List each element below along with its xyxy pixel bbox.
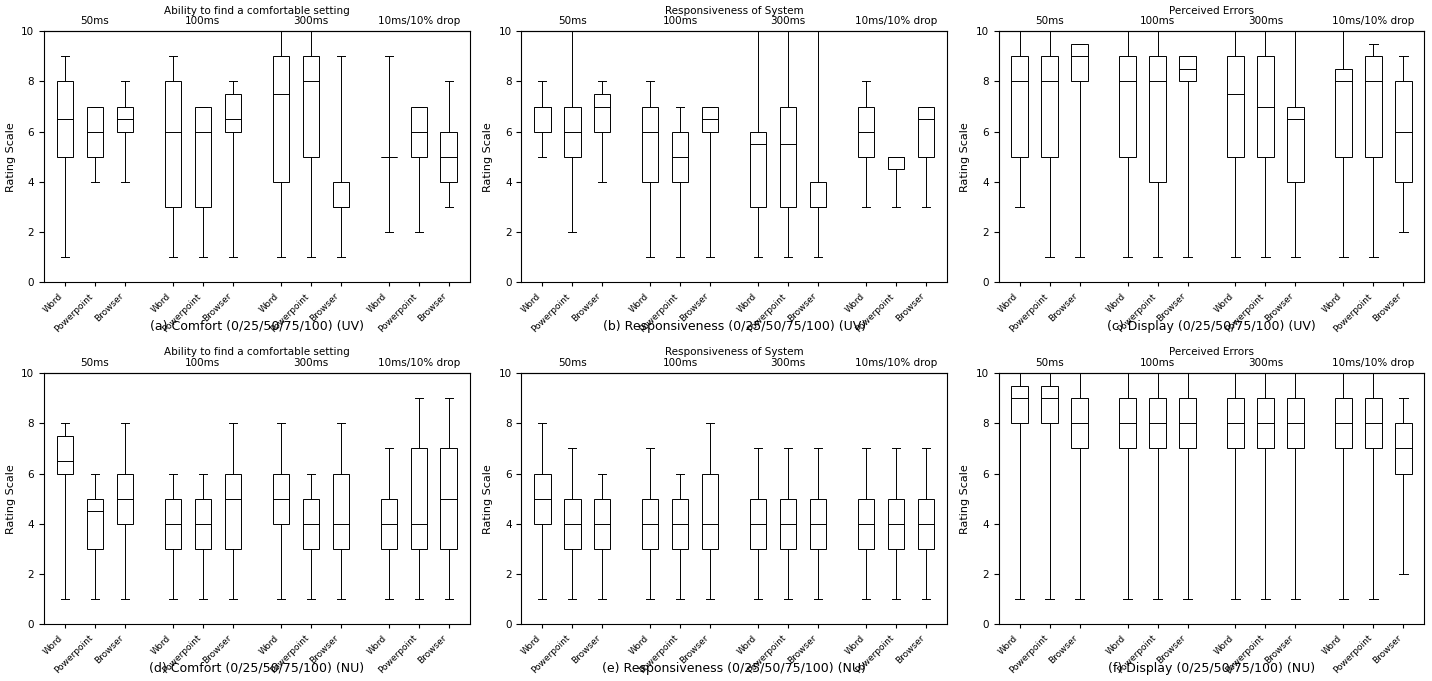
PathPatch shape	[165, 498, 180, 549]
Y-axis label: Rating Scale: Rating Scale	[961, 122, 971, 191]
Y-axis label: Rating Scale: Rating Scale	[961, 464, 971, 534]
PathPatch shape	[858, 498, 875, 549]
PathPatch shape	[1041, 57, 1058, 157]
Y-axis label: Rating Scale: Rating Scale	[483, 122, 493, 191]
Text: (f) Display (0/25/50/75/100) (NU): (f) Display (0/25/50/75/100) (NU)	[1108, 662, 1315, 675]
PathPatch shape	[87, 498, 103, 549]
PathPatch shape	[534, 473, 550, 524]
Title: Responsiveness of System: Responsiveness of System	[664, 5, 803, 16]
PathPatch shape	[1011, 57, 1028, 157]
PathPatch shape	[702, 473, 719, 549]
PathPatch shape	[87, 106, 103, 157]
Title: Perceived Errors: Perceived Errors	[1169, 347, 1254, 358]
PathPatch shape	[57, 436, 73, 473]
PathPatch shape	[750, 131, 766, 207]
Y-axis label: Rating Scale: Rating Scale	[6, 122, 16, 191]
PathPatch shape	[780, 498, 796, 549]
PathPatch shape	[1150, 398, 1166, 449]
PathPatch shape	[272, 57, 289, 182]
PathPatch shape	[411, 106, 427, 157]
PathPatch shape	[1287, 106, 1303, 182]
PathPatch shape	[811, 182, 826, 207]
PathPatch shape	[534, 106, 550, 131]
PathPatch shape	[858, 106, 875, 157]
PathPatch shape	[1180, 398, 1196, 449]
PathPatch shape	[225, 473, 241, 549]
PathPatch shape	[1257, 57, 1273, 157]
Text: (d) Comfort (0/25/50/75/100) (NU): (d) Comfort (0/25/50/75/100) (NU)	[149, 662, 364, 675]
PathPatch shape	[1011, 385, 1028, 424]
Text: (b) Responsiveness (0/25/50/75/100) (UV): (b) Responsiveness (0/25/50/75/100) (UV)	[603, 320, 866, 333]
PathPatch shape	[918, 106, 934, 157]
PathPatch shape	[1395, 424, 1412, 473]
PathPatch shape	[594, 94, 610, 131]
PathPatch shape	[272, 473, 289, 524]
PathPatch shape	[594, 498, 610, 549]
PathPatch shape	[1365, 57, 1382, 157]
PathPatch shape	[1257, 398, 1273, 449]
PathPatch shape	[642, 498, 659, 549]
PathPatch shape	[888, 157, 905, 170]
PathPatch shape	[116, 106, 133, 131]
PathPatch shape	[918, 498, 934, 549]
PathPatch shape	[888, 498, 905, 549]
PathPatch shape	[1180, 57, 1196, 82]
PathPatch shape	[702, 106, 719, 131]
PathPatch shape	[1120, 398, 1136, 449]
PathPatch shape	[441, 449, 457, 549]
Y-axis label: Rating Scale: Rating Scale	[483, 464, 493, 534]
Title: Ability to find a comfortable setting: Ability to find a comfortable setting	[165, 5, 349, 16]
PathPatch shape	[381, 498, 397, 549]
PathPatch shape	[332, 473, 349, 549]
PathPatch shape	[195, 498, 211, 549]
PathPatch shape	[564, 498, 580, 549]
Y-axis label: Rating Scale: Rating Scale	[6, 464, 16, 534]
PathPatch shape	[672, 131, 689, 182]
PathPatch shape	[195, 106, 211, 207]
PathPatch shape	[1395, 82, 1412, 182]
PathPatch shape	[780, 106, 796, 207]
PathPatch shape	[441, 131, 457, 182]
PathPatch shape	[1150, 57, 1166, 182]
PathPatch shape	[750, 498, 766, 549]
PathPatch shape	[642, 106, 659, 182]
PathPatch shape	[302, 57, 319, 157]
Text: (e) Responsiveness (0/25/50/75/100) (NU): (e) Responsiveness (0/25/50/75/100) (NU)	[603, 662, 866, 675]
PathPatch shape	[302, 498, 319, 549]
Title: Ability to find a comfortable setting: Ability to find a comfortable setting	[165, 347, 349, 358]
Title: Responsiveness of System: Responsiveness of System	[664, 347, 803, 358]
PathPatch shape	[1335, 398, 1352, 449]
PathPatch shape	[564, 106, 580, 157]
PathPatch shape	[225, 94, 241, 131]
PathPatch shape	[672, 498, 689, 549]
PathPatch shape	[116, 473, 133, 524]
PathPatch shape	[1041, 385, 1058, 424]
PathPatch shape	[1287, 398, 1303, 449]
PathPatch shape	[411, 449, 427, 549]
Title: Perceived Errors: Perceived Errors	[1169, 5, 1254, 16]
Text: (a) Comfort (0/25/50/75/100) (UV): (a) Comfort (0/25/50/75/100) (UV)	[150, 320, 364, 333]
PathPatch shape	[57, 82, 73, 157]
PathPatch shape	[1071, 44, 1088, 82]
PathPatch shape	[1120, 57, 1136, 157]
PathPatch shape	[1365, 398, 1382, 449]
PathPatch shape	[1227, 398, 1244, 449]
PathPatch shape	[332, 182, 349, 207]
PathPatch shape	[165, 82, 180, 207]
PathPatch shape	[1227, 57, 1244, 157]
PathPatch shape	[1071, 398, 1088, 449]
PathPatch shape	[811, 498, 826, 549]
Text: (c) Display (0/25/50/75/100) (UV): (c) Display (0/25/50/75/100) (UV)	[1107, 320, 1316, 333]
PathPatch shape	[1335, 69, 1352, 157]
